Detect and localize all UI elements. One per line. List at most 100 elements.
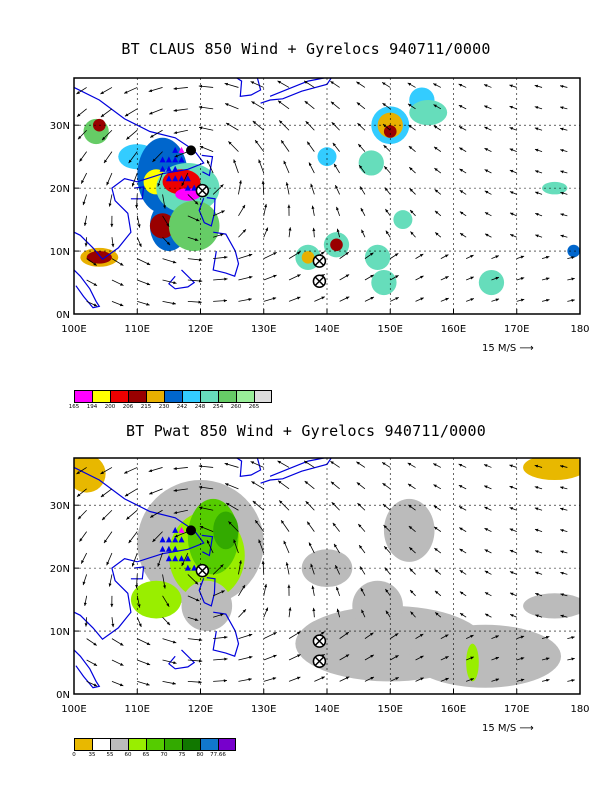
wind-vector-head (560, 464, 564, 468)
wind-vector-head (166, 241, 171, 246)
colorbar-label: 0 (72, 752, 76, 758)
track-marker (178, 555, 185, 562)
y-tick-label: 10N (50, 247, 70, 258)
shaded-region (301, 251, 315, 264)
wind-vector-head (225, 483, 229, 487)
wind-vector-head (384, 166, 388, 170)
wind-vector-head (206, 159, 210, 164)
wind-vector-head (434, 210, 439, 215)
colorbar-swatch (254, 390, 272, 403)
track-marker (172, 156, 179, 163)
shaded-region (523, 593, 580, 619)
wind-vector-head (242, 204, 246, 209)
x-tick-label: 110E (125, 704, 150, 715)
shaded-region (358, 150, 384, 176)
wind-vector-head (146, 302, 150, 306)
shaded-region (466, 643, 479, 682)
shaded-region (383, 498, 435, 562)
wind-vector-head (330, 81, 334, 85)
wind-vector-head (459, 527, 463, 531)
colorbar-swatch (74, 390, 92, 403)
wind-vector-head (220, 564, 224, 568)
wind-vector-head (382, 462, 386, 466)
wind-vector-head (545, 255, 550, 259)
wind-vector-head (332, 522, 336, 527)
wind-vector-head (410, 611, 414, 615)
wind-vector-head (198, 485, 203, 489)
wind-vector-head (534, 486, 539, 490)
colorbar-swatch (236, 390, 254, 403)
wind-vector-head (345, 274, 350, 278)
wind-vector-head (560, 234, 564, 238)
wind-vector-head (264, 583, 268, 588)
wind-vector-head (272, 677, 277, 681)
wind-vector-head (100, 91, 104, 95)
wind-vector-head (137, 604, 141, 608)
colorbar-label: 165 (68, 404, 80, 410)
wind-vector-head (157, 183, 161, 187)
wind-vector-head (198, 638, 203, 642)
wind-vector-head (84, 243, 88, 247)
wind-vector-head (484, 464, 488, 468)
wind-vector-head (131, 563, 135, 567)
colorbar-label: 230 (158, 404, 170, 410)
colorbar-swatch (74, 738, 92, 751)
wind-vector-head (249, 275, 253, 279)
wind-vector-head (445, 276, 449, 280)
wind-vector-head (138, 243, 142, 247)
wind-vector-head (248, 253, 253, 257)
wind-vector-head (535, 234, 539, 238)
wind-vector-head (360, 207, 364, 212)
wind-vector-head (79, 538, 83, 542)
wind-vector-head (93, 282, 98, 286)
wind-vector-head (459, 591, 464, 595)
wind-vector-head (458, 83, 463, 87)
track-marker (178, 146, 185, 153)
wind-vector-head (571, 657, 575, 661)
wind-vector-head (172, 260, 177, 264)
wind-vector-head (484, 506, 488, 510)
shaded-region (383, 125, 397, 138)
wind-vector-head (321, 251, 325, 255)
wind-vector-head (277, 100, 282, 104)
shaded-region (409, 100, 448, 126)
y-tick-label: 30N (50, 501, 70, 512)
wind-vector-head (148, 469, 153, 473)
wind-reference-vector: 15 M/S ⟶ (482, 723, 534, 734)
wind-vector-head (194, 238, 199, 241)
wind-vector-head (173, 661, 177, 665)
wind-vector-head (484, 485, 488, 489)
wind-vector-head (560, 149, 564, 152)
colorbar-label: 80 (196, 752, 204, 758)
wind-vector-head (385, 589, 389, 593)
shaded-region (330, 238, 343, 252)
wind-vector-head (370, 296, 374, 300)
wind-vector-head (135, 204, 139, 209)
y-tick-label: 30N (50, 121, 70, 132)
colorbar-swatch (92, 390, 110, 403)
wind-vector-head (395, 275, 399, 279)
wind-vector-head (445, 297, 449, 301)
wind-vector-head (382, 504, 387, 508)
wind-vector-head (560, 170, 564, 174)
wind-vector-head (571, 299, 575, 302)
wind-vector-head (126, 136, 130, 140)
colorbar-label: 75 (178, 752, 186, 758)
track-marker (172, 536, 179, 543)
wind-vector-head (419, 633, 424, 637)
coastline (260, 78, 332, 104)
wind-vector-head (198, 84, 203, 88)
wind-vector-head (281, 520, 285, 524)
wind-vector-head (163, 585, 167, 589)
track-marker (172, 526, 179, 533)
wind-vector-head (385, 610, 389, 615)
wind-vector-head (76, 113, 81, 117)
wind-vector-head (394, 253, 399, 257)
wind-vector-head (510, 592, 514, 596)
track-marker (178, 175, 185, 182)
wind-vector-head (495, 656, 499, 660)
wind-vector-head (409, 167, 413, 171)
colorbar-label: 248 (194, 404, 206, 410)
wind-vector-head (510, 614, 514, 618)
wind-vector-head (172, 681, 176, 685)
